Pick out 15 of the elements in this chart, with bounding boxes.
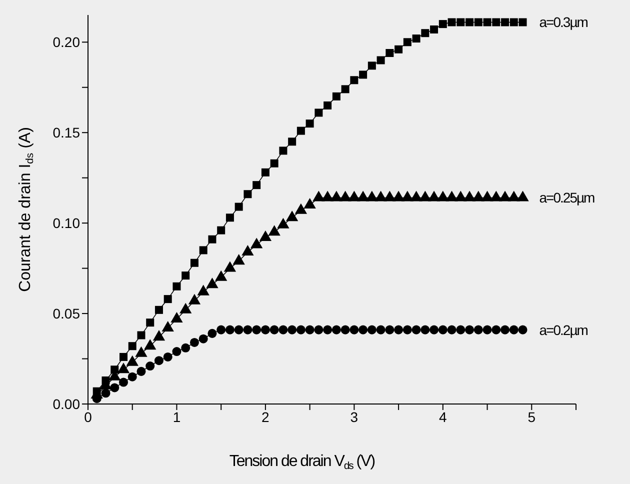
x-tick-label: 3	[350, 408, 358, 425]
x-tick-label: 2	[262, 408, 270, 425]
series-label: a=0.2µm	[539, 322, 588, 338]
y-tick-label: 0.15	[52, 124, 80, 141]
x-tick-label: 0	[84, 408, 92, 425]
series-label: a=0.3µm	[539, 14, 588, 30]
y-tick-label: 0.00	[52, 396, 80, 412]
y-tick-label: 0.10	[52, 215, 80, 232]
x-axis-title: Tension de drain V$_{ds}$ (V)	[229, 453, 376, 472]
series-label: a=0.25µm	[539, 190, 595, 206]
x-tick-label: 4	[439, 408, 448, 425]
x-tick-label: 5	[528, 408, 536, 425]
y-tick-label: 0.05	[52, 306, 80, 322]
x-tick-label: 1	[172, 408, 181, 425]
y-tick-label: 0.20	[52, 34, 80, 50]
